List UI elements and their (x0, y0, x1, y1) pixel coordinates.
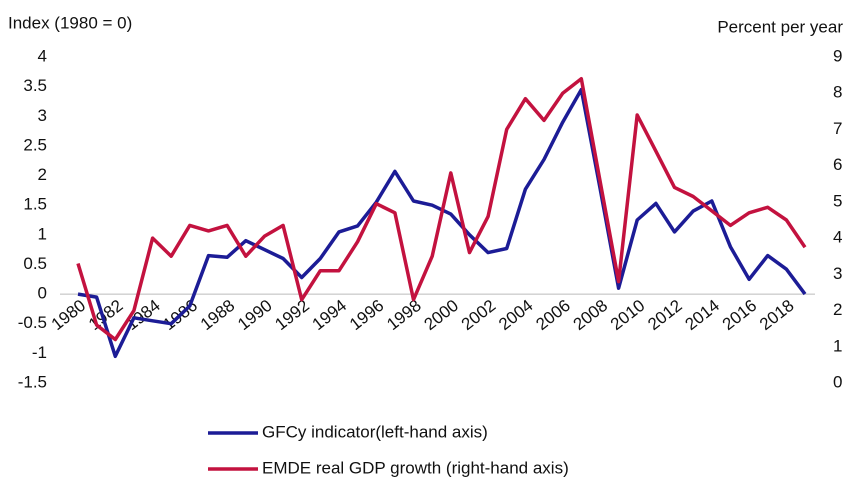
legend-label: GFCy indicator(left-hand axis) (262, 422, 488, 441)
x-tick-label: 2010 (607, 296, 649, 334)
x-tick-label: 1996 (346, 296, 388, 334)
series-line (76, 76, 807, 342)
y2-tick-label: 8 (833, 83, 842, 102)
y2-tick-label: 6 (833, 155, 842, 174)
y2-tick-label: 0 (833, 372, 842, 391)
x-tick-label: 2012 (644, 296, 686, 334)
x-tick-label: 2008 (570, 296, 612, 334)
y2-tick-label: 2 (833, 300, 842, 319)
x-tick-label: 1980 (48, 296, 90, 334)
y-tick-label: -1 (32, 343, 47, 362)
y2-tick-label: 1 (833, 336, 842, 355)
x-tick-label: 2018 (756, 296, 798, 334)
y-tick-label: -0.5 (18, 313, 47, 332)
x-tick-label: 1998 (383, 296, 425, 334)
y-tick-label: 3.5 (23, 76, 47, 95)
y2-tick-label: 7 (833, 119, 842, 138)
y2-axis-title: Percent per year (717, 17, 843, 36)
y-tick-label: 2.5 (23, 135, 47, 154)
y2-tick-label: 4 (833, 228, 842, 247)
y-tick-label: 3 (38, 106, 47, 125)
x-tick-label: 1988 (197, 296, 239, 334)
x-tick-label: 2002 (458, 296, 500, 334)
y-tick-label: 0 (38, 284, 47, 303)
y-tick-label: 4 (38, 46, 47, 65)
x-tick-label: 2004 (495, 296, 537, 334)
y-tick-label: 1 (38, 224, 47, 243)
x-tick-label: 2014 (682, 296, 724, 334)
y2-tick-label: 9 (833, 46, 842, 65)
y-tick-label: 1.5 (23, 195, 47, 214)
legend-label: EMDE real GDP growth (right-hand axis) (262, 458, 569, 477)
x-tick-label: 1990 (234, 296, 276, 334)
x-tick-label: 2006 (532, 296, 574, 334)
y-axis-title: Index (1980 = 0) (8, 13, 132, 32)
y-tick-label: -1.5 (18, 372, 47, 391)
y2-tick-label: 5 (833, 191, 842, 210)
x-tick-label: 1994 (309, 296, 351, 334)
x-tick-label: 2000 (421, 296, 463, 334)
y2-tick-label: 3 (833, 264, 842, 283)
x-tick-label: 1992 (271, 296, 313, 334)
x-tick-label: 2016 (719, 296, 761, 334)
y-tick-label: 0.5 (23, 254, 47, 273)
y-tick-label: 2 (38, 165, 47, 184)
